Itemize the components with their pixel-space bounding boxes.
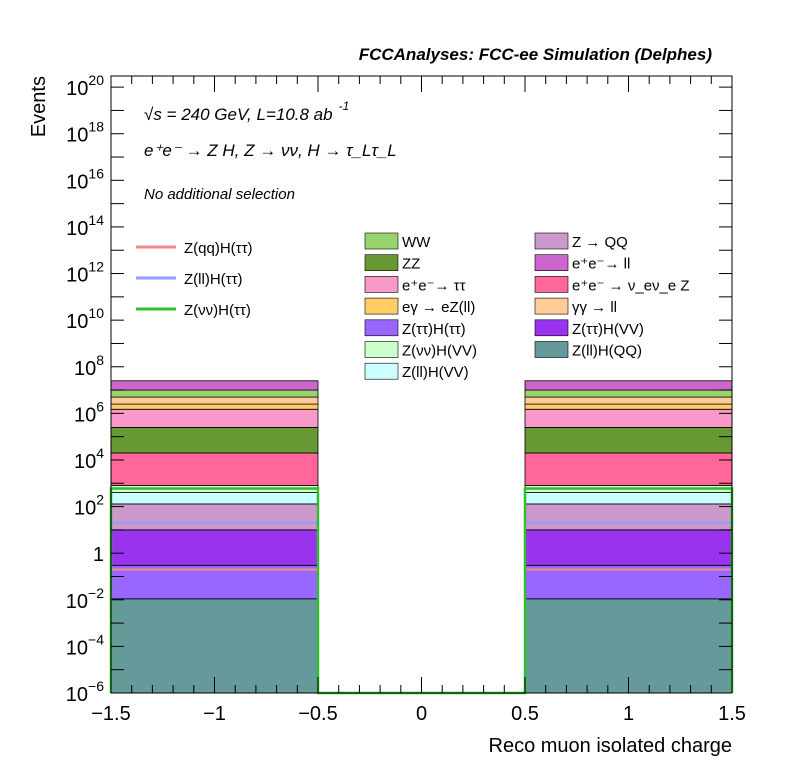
y-tick-label: 1 — [93, 544, 104, 566]
legend-swatch — [364, 319, 399, 337]
legend-label: e⁺e⁻→ ll — [572, 256, 630, 273]
legend-label: Z(ττ)H(ττ) — [402, 321, 466, 338]
stack-bar — [524, 408, 733, 428]
x-tick-label: 1 — [623, 703, 634, 725]
stack-bar — [110, 564, 319, 600]
stack-bar — [110, 389, 319, 398]
stack-bar — [524, 492, 733, 505]
chart-header: FCCAnalyses: FCC-ee Simulation (Delphes) — [359, 45, 713, 64]
stack-bar — [524, 396, 733, 405]
stack-bar — [110, 503, 319, 531]
legend-signals: Z(qq)H(ττ) Z(ll)H(ττ) Z(νν)H(ττ) — [136, 240, 253, 319]
legend-label: e⁺e⁻ → ν_eν_e Z — [572, 277, 690, 294]
legend-swatch — [534, 276, 569, 293]
stack-bar — [524, 389, 733, 398]
y-tick-label: 10−2 — [66, 585, 104, 613]
stack-bar — [524, 380, 733, 391]
legend-swatch — [534, 319, 569, 337]
x-tick-label: 0.5 — [511, 703, 539, 725]
stack-bar — [110, 452, 319, 486]
x-axis-label: Reco muon isolated charge — [489, 735, 732, 757]
legend-label: ZZ — [402, 256, 420, 273]
legend-label: Z(νν)H(VV) — [402, 343, 477, 360]
y-tick-label: 106 — [74, 398, 104, 426]
legend-swatch — [534, 341, 569, 358]
stack-bar — [524, 426, 733, 454]
y-axis-label: Events — [28, 76, 50, 137]
y-tick-labels: 1020 1018 1016 1014 1012 1010 108 106 104 102 1 10−… — [66, 72, 104, 706]
stack-bar — [524, 503, 733, 531]
legend-swatch — [364, 254, 399, 271]
process-annotation: e⁺e⁻ → Z H, Z → νν, H → τ_Lτ_L — [144, 141, 397, 160]
legend-label: eγ → eZ(ll) — [402, 299, 475, 316]
energy-lumi-annotation: √s = 240 GeV, L=10.8 ab -1 — [144, 99, 349, 124]
stack-bar — [110, 380, 319, 391]
stack-bar — [524, 403, 733, 410]
legend-label: Z(ll)H(QQ) — [572, 343, 642, 360]
legend-label: γγ → ll — [572, 299, 617, 316]
legend-label: Z(ll)H(VV) — [402, 364, 469, 381]
x-tick-label: −1.5 — [91, 703, 130, 725]
legend-swatch — [534, 297, 569, 315]
y-tick-label: 108 — [74, 352, 104, 380]
x-tick-label: 0 — [416, 703, 427, 725]
x-tick-label: −0.5 — [298, 703, 337, 725]
legend-label: e⁺e⁻→ ττ — [402, 277, 466, 294]
y-tick-label: 1010 — [66, 305, 104, 333]
y-tick-label: 1016 — [66, 165, 104, 193]
stack-bar — [110, 492, 319, 505]
legend-swatch — [534, 254, 569, 271]
legend-label: Z(ττ)H(VV) — [572, 321, 644, 338]
stack-bar — [110, 408, 319, 428]
legend-label: Z → QQ — [572, 234, 628, 251]
x-tick-label: −1 — [203, 703, 226, 725]
legend-swatch — [534, 232, 569, 250]
y-tick-label: 10−4 — [66, 631, 104, 659]
stack-bar — [524, 452, 733, 486]
legend-swatch — [364, 297, 399, 315]
y-tick-label: 104 — [74, 445, 104, 473]
stack-bar — [524, 529, 733, 566]
stack-bar — [110, 403, 319, 410]
x-tick-labels: −1.5 −1 −0.5 0 0.5 1 1.5 — [91, 703, 746, 725]
legend-swatch — [364, 232, 399, 250]
stacked-bars — [110, 380, 733, 694]
x-tick-label: 1.5 — [718, 703, 746, 725]
y-tick-label: 10−6 — [66, 678, 104, 706]
y-tick-label: 1012 — [66, 259, 104, 287]
legend-label-ll: Z(ll)H(ττ) — [184, 271, 243, 288]
legend-backgrounds: WW Z → QQ ZZ e⁺e⁻→ ll e⁺e⁻→ ττ e⁺e⁻ → ν_eν_e … — [364, 232, 690, 381]
y-tick-label: 1014 — [66, 212, 104, 240]
legend-label-qq: Z(qq)H(ττ) — [184, 240, 253, 257]
legend-swatch — [364, 362, 399, 380]
stack-bar — [110, 529, 319, 566]
y-tick-label: 1018 — [66, 119, 104, 147]
legend-label-vv: Z(νν)H(ττ) — [184, 302, 251, 319]
y-tick-label: 1020 — [66, 72, 104, 100]
stack-bar — [110, 426, 319, 454]
selection-annotation: No additional selection — [144, 186, 295, 203]
legend-label: WW — [402, 234, 431, 251]
legend-swatch — [364, 276, 399, 293]
legend-swatch — [364, 341, 399, 358]
stack-bar — [110, 396, 319, 405]
y-tick-label: 102 — [74, 492, 104, 520]
axes — [110, 75, 733, 694]
